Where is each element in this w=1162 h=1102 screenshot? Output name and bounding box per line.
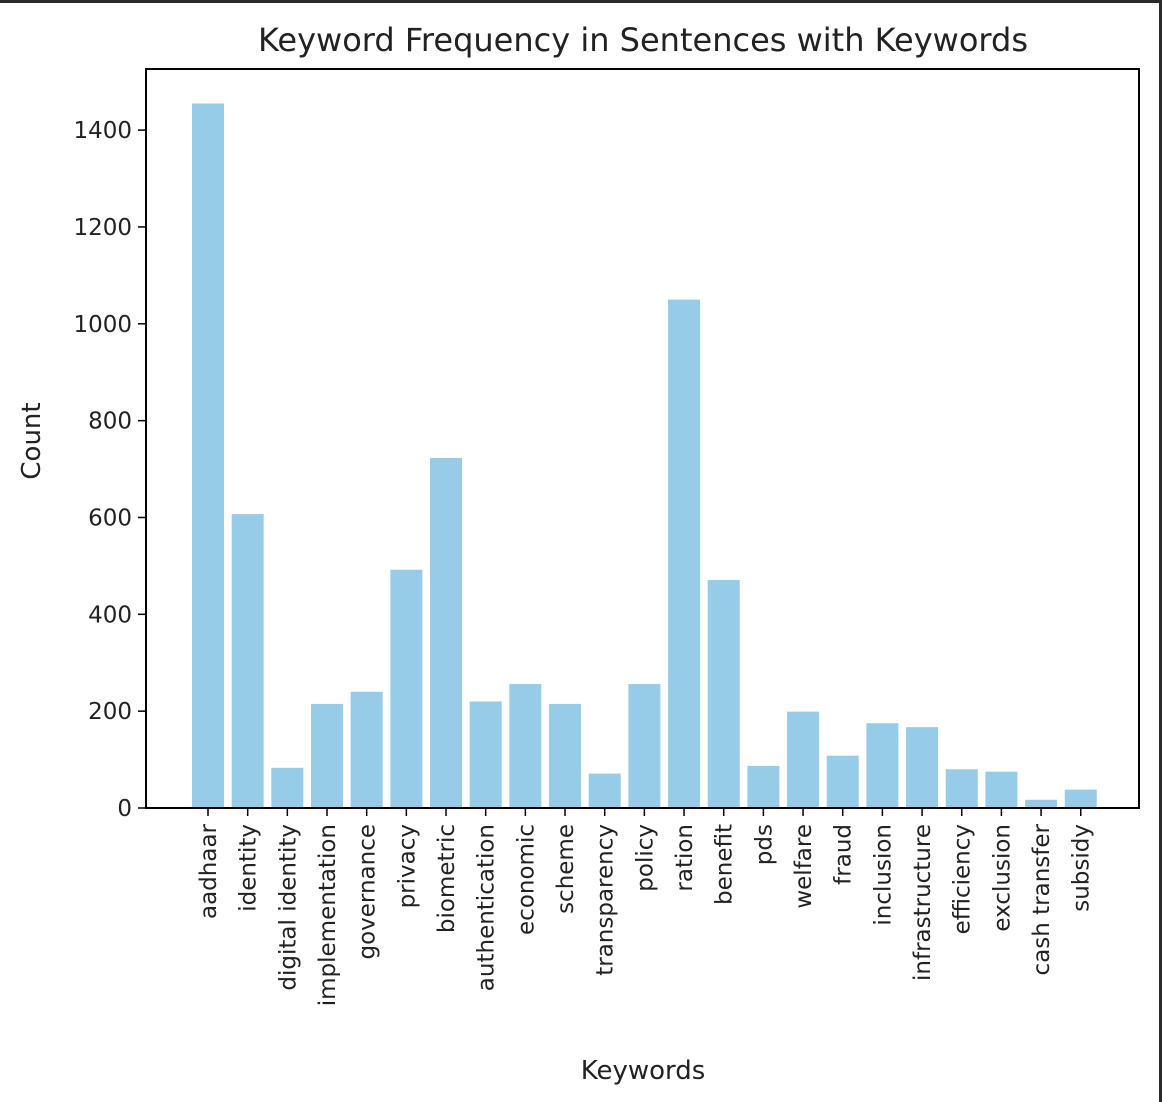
x-tick-label: subsidy xyxy=(1069,824,1095,912)
bar-aadhaar xyxy=(192,103,224,809)
bar-fraud xyxy=(826,755,859,808)
x-tick-label: infrastructure xyxy=(910,824,936,981)
bar-policy xyxy=(628,684,661,808)
bar-identity xyxy=(231,514,264,808)
bar-implementation xyxy=(311,703,344,808)
bar-pds xyxy=(747,765,780,808)
bar-digital-identity xyxy=(271,767,304,808)
x-axis-label: Keywords xyxy=(581,1056,706,1086)
bar-cash-transfer xyxy=(1025,799,1058,808)
y-tick-label: 400 xyxy=(88,602,132,628)
x-tick-label: inclusion xyxy=(870,824,896,926)
bar-subsidy xyxy=(1064,789,1097,808)
bar-economic xyxy=(509,684,542,808)
x-tick-label: exclusion xyxy=(989,824,1015,932)
y-tick-label: 1000 xyxy=(73,312,132,338)
x-tick-label: welfare xyxy=(791,824,817,909)
bar-exclusion xyxy=(985,771,1018,808)
bar-biometric xyxy=(430,457,463,808)
y-tick-label: 600 xyxy=(88,505,132,531)
x-tick-label: implementation xyxy=(315,824,341,1006)
window-right-edge xyxy=(1159,0,1162,1102)
bar-infrastructure xyxy=(906,727,939,808)
y-tick-label: 1400 xyxy=(73,118,132,144)
bars-group xyxy=(192,103,1097,809)
bar-privacy xyxy=(390,569,423,808)
x-tick-label: aadhaar xyxy=(196,823,222,919)
x-tick-label: digital identity xyxy=(275,824,301,991)
x-tick-label: benefit xyxy=(712,824,738,905)
bar-inclusion xyxy=(866,723,899,808)
x-tick-label: transparency xyxy=(593,824,619,976)
y-axis-ticks: 0 200 400 600 800 1000 1200 1400 xyxy=(73,118,146,822)
y-tick-label: 200 xyxy=(88,699,132,725)
x-tick-label: biometric xyxy=(434,824,460,933)
bar-authentication xyxy=(469,701,502,808)
x-tick-label: economic xyxy=(513,824,539,935)
plot-area-frame xyxy=(145,68,1140,809)
x-tick-label: privacy xyxy=(394,824,420,908)
x-tick-label: pds xyxy=(751,824,777,865)
x-tick-label: efficiency xyxy=(950,824,976,934)
bar-welfare xyxy=(787,711,820,808)
x-tick-label: governance xyxy=(355,824,381,960)
bar-governance xyxy=(350,691,383,808)
x-tick-label: authentication xyxy=(474,824,500,991)
y-tick-label: 800 xyxy=(88,409,132,435)
x-tick-label: scheme xyxy=(553,824,579,914)
y-axis-label: Count xyxy=(17,402,47,479)
x-tick-label: ration xyxy=(672,824,698,892)
bar-benefit xyxy=(707,579,740,808)
bar-scheme xyxy=(549,703,582,808)
y-tick-label: 0 xyxy=(117,796,132,822)
bar-efficiency xyxy=(945,769,978,808)
chart-title: Keyword Frequency in Sentences with Keyw… xyxy=(258,21,1028,59)
x-axis-ticks: aadhaar identity digital identity implement… xyxy=(196,808,1095,1006)
x-tick-label: fraud xyxy=(831,824,857,885)
x-tick-label: identity xyxy=(236,824,262,912)
bar-ration xyxy=(668,299,701,808)
window-top-edge xyxy=(0,0,1162,3)
x-tick-label: cash transfer xyxy=(1029,823,1055,975)
bar-transparency xyxy=(588,773,621,808)
x-tick-label: policy xyxy=(632,824,658,892)
y-tick-label: 1200 xyxy=(73,215,132,241)
